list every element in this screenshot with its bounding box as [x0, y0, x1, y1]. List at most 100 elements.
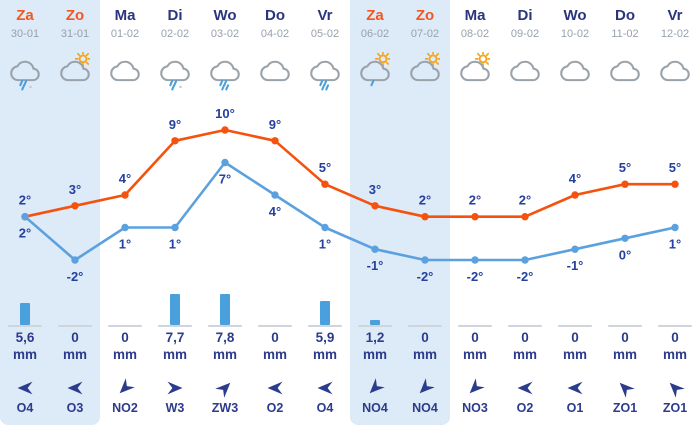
day-column-01-02[interactable]: Ma 01-02 0 mm NO2 — [100, 0, 150, 425]
precip-value: 0 — [671, 330, 679, 345]
day-name: Wo — [213, 7, 237, 24]
weather-icon-holder — [310, 52, 340, 91]
day-column-08-02[interactable]: Ma 08-02 0 mm NO3 — [450, 0, 500, 425]
precip-unit: mm — [212, 347, 237, 362]
day-date: 06-02 — [360, 28, 390, 40]
precip-value: 0 — [71, 330, 79, 345]
wind-direction-arrow-icon — [419, 378, 435, 394]
wind-arrow — [566, 379, 584, 397]
precip-value: 5,6 — [15, 330, 35, 345]
weather-icon-holder — [660, 52, 690, 91]
precip-value: 0 — [471, 330, 479, 345]
day-date: 05-02 — [310, 28, 340, 40]
wind-direction-arrow-icon — [317, 381, 333, 395]
wind-direction-arrow-icon — [17, 381, 33, 395]
precip-baseline — [558, 325, 592, 327]
day-name: Do — [615, 7, 635, 24]
wind-direction-arrow-icon — [469, 378, 485, 394]
precip-unit: mm — [512, 347, 537, 362]
day-name: Vr — [317, 7, 333, 24]
precip-value: 0 — [571, 330, 579, 345]
precip-bar — [320, 301, 330, 325]
day-name: Di — [167, 7, 183, 24]
day-column-11-02[interactable]: Do 11-02 0 mm ZO1 — [600, 0, 650, 425]
day-column-07-02[interactable]: Zo 07-02 0 mm NO4 — [400, 0, 450, 425]
day-date: 01-02 — [110, 28, 140, 40]
rain-light-icon — [10, 60, 40, 91]
day-column-30-01[interactable]: Za 30-01 5,6 mm O4 — [0, 0, 50, 425]
weather-icon-holder — [610, 52, 640, 91]
day-date: 11-02 — [611, 28, 639, 40]
precip-baseline — [58, 325, 92, 327]
weather-icon-holder — [460, 50, 492, 91]
day-date: 08-02 — [460, 28, 490, 40]
wind-direction-arrow-icon — [669, 382, 685, 398]
day-name: Wo — [563, 7, 587, 24]
precip-value: 0 — [121, 330, 129, 345]
precip-baseline — [8, 325, 42, 327]
precip-baseline — [608, 325, 642, 327]
wind-label: O2 — [266, 401, 284, 415]
wind-arrow — [16, 379, 34, 397]
day-column-12-02[interactable]: Vr 12-02 0 mm ZO1 — [650, 0, 700, 425]
wind-direction-arrow-icon — [167, 381, 183, 395]
precip-value: 0 — [421, 330, 429, 345]
day-date: 12-02 — [660, 28, 690, 40]
cloud-icon — [510, 60, 540, 82]
day-name: Zo — [415, 7, 435, 24]
precip-unit: mm — [62, 347, 87, 362]
day-name: Ma — [464, 7, 486, 24]
day-column-31-01[interactable]: Zo 31-01 0 mm O3 — [50, 0, 100, 425]
cloud-icon — [610, 60, 640, 82]
precip-value: 5,9 — [315, 330, 335, 345]
weather-icon-holder — [510, 52, 540, 91]
wind-arrow — [366, 378, 385, 397]
wind-arrow — [416, 378, 435, 397]
weather-icon-holder — [60, 50, 92, 91]
weather-icon-holder — [260, 52, 290, 91]
day-column-09-02[interactable]: Di 09-02 0 mm O2 — [500, 0, 550, 425]
weather-icon-holder — [160, 52, 190, 91]
precip-unit: mm — [562, 347, 587, 362]
precip-unit: mm — [112, 347, 137, 362]
precip-baseline — [358, 325, 392, 327]
weather-icon-holder — [360, 50, 392, 91]
day-column-05-02[interactable]: Vr 05-02 5,9 mm O4 — [300, 0, 350, 425]
precip-value: 1,2 — [365, 330, 385, 345]
wind-arrow — [616, 379, 635, 398]
wind-direction-arrow-icon — [517, 381, 533, 395]
wind-label: O2 — [516, 401, 534, 415]
day-date: 10-02 — [560, 28, 590, 40]
weather-icon-holder — [560, 52, 590, 91]
precip-unit: mm — [162, 347, 187, 362]
wind-arrow — [516, 379, 534, 397]
wind-label: W3 — [165, 401, 185, 415]
precip-baseline — [458, 325, 492, 327]
precip-bar — [220, 294, 230, 325]
day-column-03-02[interactable]: Wo 03-02 7,8 mm ZW3 — [200, 0, 250, 425]
day-column-06-02[interactable]: Za 06-02 1,2 mm NO4 — [350, 0, 400, 425]
precip-baseline — [158, 325, 192, 327]
wind-arrow — [116, 378, 135, 397]
wind-label: NO4 — [412, 401, 438, 415]
precip-baseline — [308, 325, 342, 327]
sun-cloud-icon — [60, 50, 92, 82]
precip-unit: mm — [312, 347, 337, 362]
day-column-02-02[interactable]: Di 02-02 7,7 mm W3 — [150, 0, 200, 425]
sun-cloud-icon — [460, 50, 492, 82]
wind-label: NO2 — [112, 401, 138, 415]
wind-direction-arrow-icon — [567, 381, 583, 395]
day-date: 04-02 — [260, 28, 290, 40]
day-date: 30-01 — [10, 28, 40, 40]
sun-cloud-drizzle-icon — [360, 50, 392, 87]
wind-label: NO3 — [462, 401, 488, 415]
wind-direction-arrow-icon — [215, 382, 231, 398]
wind-arrow — [215, 379, 234, 398]
wind-arrow — [66, 379, 84, 397]
wind-label: ZO1 — [662, 401, 688, 415]
precip-baseline — [408, 325, 442, 327]
weather-icon-holder — [10, 52, 40, 91]
day-column-10-02[interactable]: Wo 10-02 0 mm O1 — [550, 0, 600, 425]
day-column-04-02[interactable]: Do 04-02 0 mm O2 — [250, 0, 300, 425]
day-name: Za — [16, 7, 34, 24]
